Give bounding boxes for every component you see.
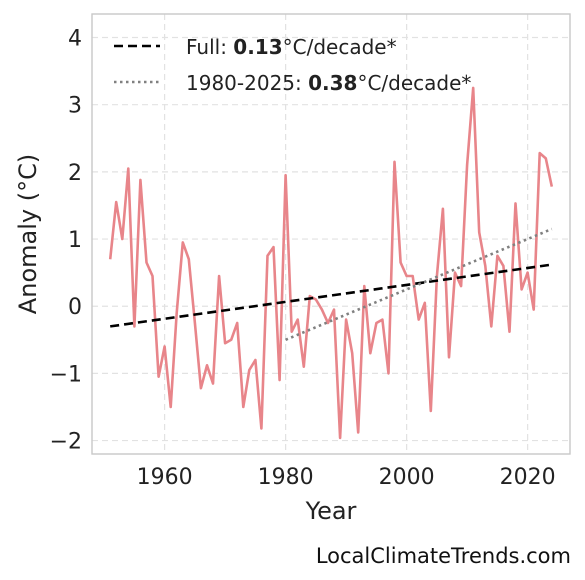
recent-trend-line — [285, 227, 553, 342]
series-layer — [108, 86, 554, 440]
watermark: LocalClimateTrends.com — [315, 544, 571, 568]
full-trend-line — [110, 263, 552, 328]
y-tick-label: −2 — [50, 430, 82, 455]
y-axis-title: Anomaly (°C) — [14, 154, 42, 314]
y-tick-label: 2 — [68, 161, 82, 186]
x-axis-title: Year — [305, 497, 357, 525]
grid — [92, 14, 570, 454]
legend-label: 1980-2025: 0.38°C/decade* — [186, 71, 471, 95]
plot-frame — [91, 13, 571, 455]
y-tick-label: 3 — [68, 94, 82, 119]
x-tick-label: 1980 — [258, 465, 314, 490]
x-tick-label: 2000 — [379, 465, 435, 490]
legend: Full: 0.13°C/decade* 1980-2025: 0.38°C/de… — [114, 35, 471, 95]
y-tick-label: 0 — [68, 295, 82, 320]
x-tick-label: 1960 — [137, 465, 193, 490]
x-tick-label: 2020 — [500, 465, 556, 490]
y-tick-label: 4 — [68, 27, 82, 52]
y-tick-label: −1 — [50, 362, 82, 387]
anomaly-series-line — [108, 86, 554, 440]
tick-labels: 1960 1980 2000 2020 −2 −1 0 1 2 3 4 — [50, 27, 556, 490]
legend-label: Full: 0.13°C/decade* — [186, 35, 397, 59]
y-tick-label: 1 — [68, 228, 82, 253]
